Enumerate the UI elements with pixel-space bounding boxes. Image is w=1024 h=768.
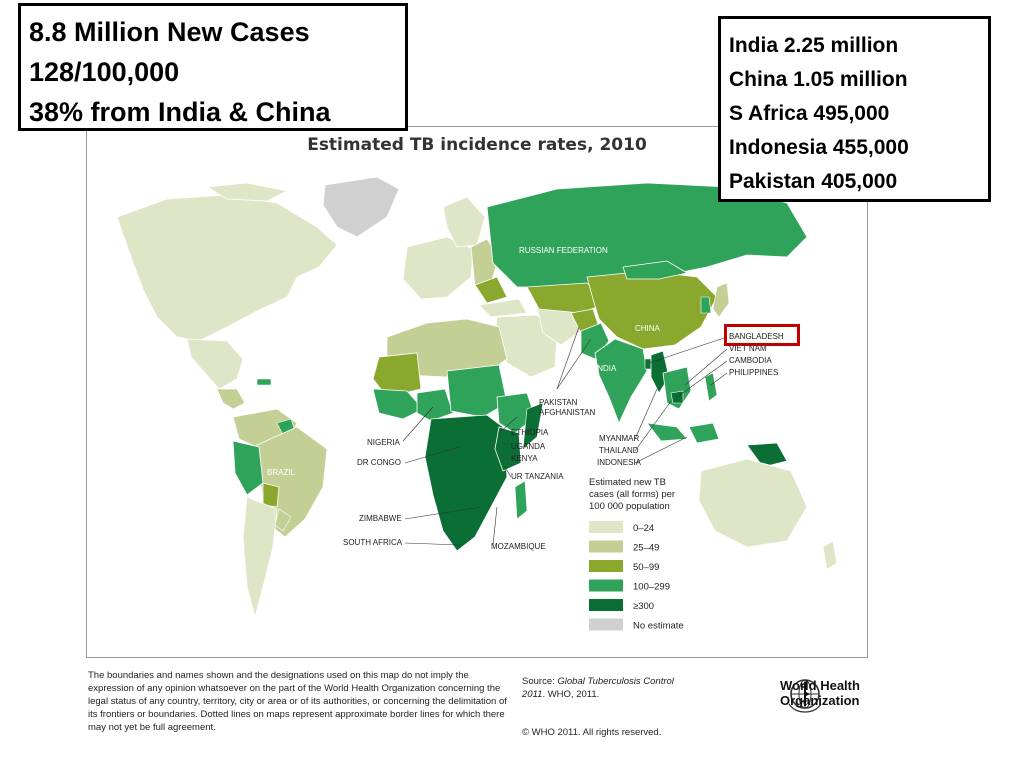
west-africa-region bbox=[372, 388, 424, 420]
label-uganda: UGANDA bbox=[511, 442, 546, 451]
copyright-text: © WHO 2011. All rights reserved. bbox=[522, 727, 662, 738]
legend-swatch bbox=[589, 540, 623, 553]
label-afghanistan: AFGHANISTAN bbox=[539, 408, 596, 417]
map-frame: Estimated TB incidence rates, 2010 bbox=[86, 126, 868, 658]
east-africa-region bbox=[494, 426, 522, 472]
source-suffix: . WHO, 2011. bbox=[542, 689, 600, 700]
label-kenya: KENYA bbox=[511, 454, 538, 463]
legend-title-line-2: cases (all forms) per bbox=[589, 489, 675, 500]
source-title: Global Tuberculosis Control 2011 bbox=[522, 676, 674, 700]
legend-label: 0–24 bbox=[633, 523, 654, 534]
madagascar-region bbox=[514, 480, 528, 520]
europe-west-region bbox=[402, 236, 474, 300]
callout-line-share: 38% from India & China bbox=[29, 97, 331, 127]
legend-title-line-1: Estimated new TB bbox=[589, 477, 666, 488]
label-bangladesh: BANGLADESH bbox=[729, 332, 784, 341]
southeast-asia-region bbox=[662, 366, 692, 410]
label-nigeria: NIGERIA bbox=[367, 438, 401, 447]
turkey-region bbox=[478, 298, 528, 318]
label-cambodia: CAMBODIA bbox=[729, 356, 772, 365]
haiti-region bbox=[256, 378, 272, 386]
label-vietnam: VIET NAM bbox=[729, 344, 767, 353]
paraguay-region bbox=[274, 508, 292, 532]
philippines-region bbox=[704, 372, 718, 402]
legend: Estimated new TB cases (all forms) per 1… bbox=[589, 477, 684, 632]
greenland-region bbox=[322, 176, 400, 238]
disclaimer-text: The boundaries and names shown and the d… bbox=[88, 670, 507, 733]
legend-label: 25–49 bbox=[633, 543, 659, 554]
india-region bbox=[594, 338, 648, 425]
label-pakistan: PAKISTAN bbox=[539, 398, 578, 407]
legend-swatch bbox=[589, 560, 623, 572]
who-wordmark: World Health Organization bbox=[780, 678, 860, 708]
callout-south-africa: S Africa 495,000 bbox=[729, 102, 890, 125]
sudan-chad-region bbox=[446, 364, 508, 418]
nigeria-region bbox=[416, 388, 454, 422]
callout-india: India 2.25 million bbox=[729, 34, 899, 57]
china-region bbox=[586, 270, 718, 350]
legend-title-line-3: 100 000 population bbox=[589, 501, 670, 512]
label-china: CHINA bbox=[635, 324, 661, 333]
japan-region bbox=[712, 282, 730, 318]
summary-callout: 8.8 Million New Cases 128/100,000 38% fr… bbox=[18, 3, 408, 131]
label-indonesia: INDONESIA bbox=[597, 458, 642, 467]
who-wordmark-line-2: Organization bbox=[780, 693, 860, 708]
label-south-africa: SOUTH AFRICA bbox=[343, 538, 403, 547]
central-america-region bbox=[216, 388, 246, 410]
indonesia-region-1 bbox=[646, 422, 688, 442]
callout-pakistan: Pakistan 405,000 bbox=[729, 170, 898, 193]
papua-region bbox=[746, 442, 788, 468]
legend-label: ≥300 bbox=[633, 601, 654, 612]
label-myanmar: MYANMAR bbox=[599, 434, 640, 443]
callout-indonesia: Indonesia 455,000 bbox=[729, 136, 909, 159]
label-mozambique: MOZAMBIQUE bbox=[491, 542, 546, 551]
legend-label: 50–99 bbox=[633, 562, 659, 573]
legend-label: No estimate bbox=[633, 621, 684, 632]
source-note: Source: Global Tuberculosis Control 2011… bbox=[522, 675, 692, 701]
legend-swatch bbox=[589, 579, 623, 592]
callout-china: China 1.05 million bbox=[729, 68, 908, 91]
bangladesh-highlight-box bbox=[724, 324, 800, 346]
central-africa-region bbox=[424, 414, 508, 552]
peru-region bbox=[232, 440, 264, 496]
australia-region bbox=[698, 458, 808, 548]
map-title: Estimated TB incidence rates, 2010 bbox=[307, 135, 647, 155]
legend-label: 100–299 bbox=[633, 582, 670, 593]
new-zealand-region bbox=[822, 540, 838, 570]
country-cases-callout: India 2.25 million China 1.05 million S … bbox=[718, 16, 991, 202]
who-emblem-icon bbox=[788, 679, 822, 713]
source-prefix: Source: bbox=[522, 676, 558, 687]
north-america-region bbox=[116, 194, 338, 342]
mexico-region bbox=[186, 338, 244, 390]
argentina-chile-region bbox=[242, 496, 278, 619]
bolivia-region bbox=[262, 482, 280, 508]
callout-line-rate: 128/100,000 bbox=[29, 57, 180, 87]
label-brazil: BRAZIL bbox=[267, 468, 296, 477]
indonesia-region-2 bbox=[688, 422, 720, 444]
legend-swatch bbox=[589, 618, 623, 631]
mongolia-region bbox=[622, 260, 689, 280]
romania-ukraine-region bbox=[474, 276, 508, 304]
somalia-region bbox=[522, 402, 544, 450]
callout-line-new-cases: 8.8 Million New Cases bbox=[29, 17, 310, 47]
korea-region bbox=[700, 296, 712, 314]
legend-swatch bbox=[589, 521, 623, 533]
label-ethiopia: ETHIOPIA bbox=[511, 428, 549, 437]
label-thailand: THAILAND bbox=[599, 446, 639, 455]
who-wordmark-line-1: World Health bbox=[780, 678, 860, 693]
label-india: INDIA bbox=[595, 364, 617, 373]
label-drcongo: DR CONGO bbox=[357, 458, 401, 467]
world-map: RUSSIAN FEDERATION CHINA INDIA BRAZIL BA… bbox=[116, 176, 838, 632]
label-russia: RUSSIAN FEDERATION bbox=[519, 246, 608, 255]
legend-swatch bbox=[589, 599, 623, 611]
label-zimbabwe: ZIMBABWE bbox=[359, 514, 402, 523]
leader-lines bbox=[402, 326, 728, 546]
label-philippines: PHILIPPINES bbox=[729, 368, 778, 377]
central-asia-region bbox=[526, 282, 608, 314]
canada-islands-region bbox=[205, 182, 289, 202]
label-tanzania: UR TANZANIA bbox=[511, 472, 564, 481]
